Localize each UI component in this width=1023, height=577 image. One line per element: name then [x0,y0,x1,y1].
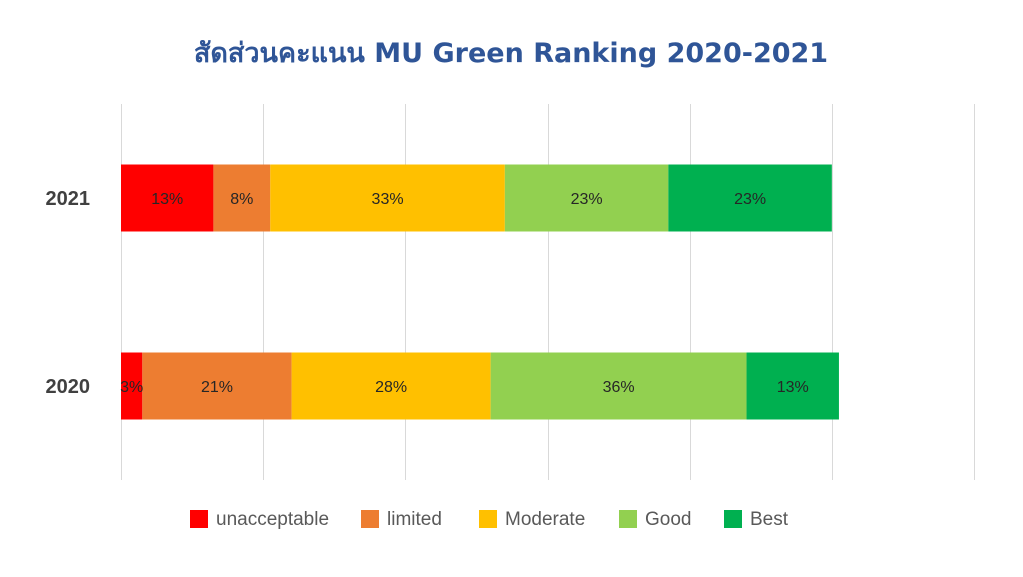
legend-swatch [190,510,208,528]
bar-segment [121,164,214,232]
data-label: 21% [201,379,233,396]
legend-swatch [724,510,742,528]
bar-segment [504,164,669,232]
bar-segment [490,352,747,420]
bars [121,164,839,420]
legend-item: unacceptable [190,509,329,530]
legend-item: Moderate [479,509,585,530]
legend-item: limited [361,509,442,530]
legend-item: Best [724,509,789,530]
data-label: 3% [120,379,143,396]
data-label: 23% [734,191,766,208]
legend: unacceptable limited Moderate Good Best [190,509,789,530]
category-labels: 2021 2020 [46,188,91,398]
data-label: 13% [151,191,183,208]
bar-segment [213,164,271,232]
data-labels: 13% 8% 33% 23% 23% 3% 21% 28% 36% 13% [120,191,809,396]
chart-title: สัดส่วนคะแนน MU Green Ranking 2020-2021 [194,38,828,69]
data-label: 23% [571,191,603,208]
legend-item: Good [619,509,691,530]
data-label: 8% [230,191,253,208]
legend-label: Good [645,509,691,530]
data-label: 13% [777,379,809,396]
legend-label: Best [750,509,789,530]
data-label: 28% [375,379,407,396]
legend-label: unacceptable [216,509,329,530]
category-label: 2020 [46,376,91,398]
legend-swatch [361,510,379,528]
data-label: 36% [603,379,635,396]
legend-label: Moderate [505,509,585,530]
data-label: 33% [372,191,404,208]
category-label: 2021 [46,188,91,210]
legend-swatch [619,510,637,528]
bar-segment [121,352,143,420]
bar-segment [746,352,839,420]
legend-swatch [479,510,497,528]
bar-segment [668,164,832,232]
bar-segment [270,164,505,232]
legend-label: limited [387,509,442,530]
grid [121,104,975,480]
bar-segment [142,352,292,420]
bar-segment [291,352,491,420]
